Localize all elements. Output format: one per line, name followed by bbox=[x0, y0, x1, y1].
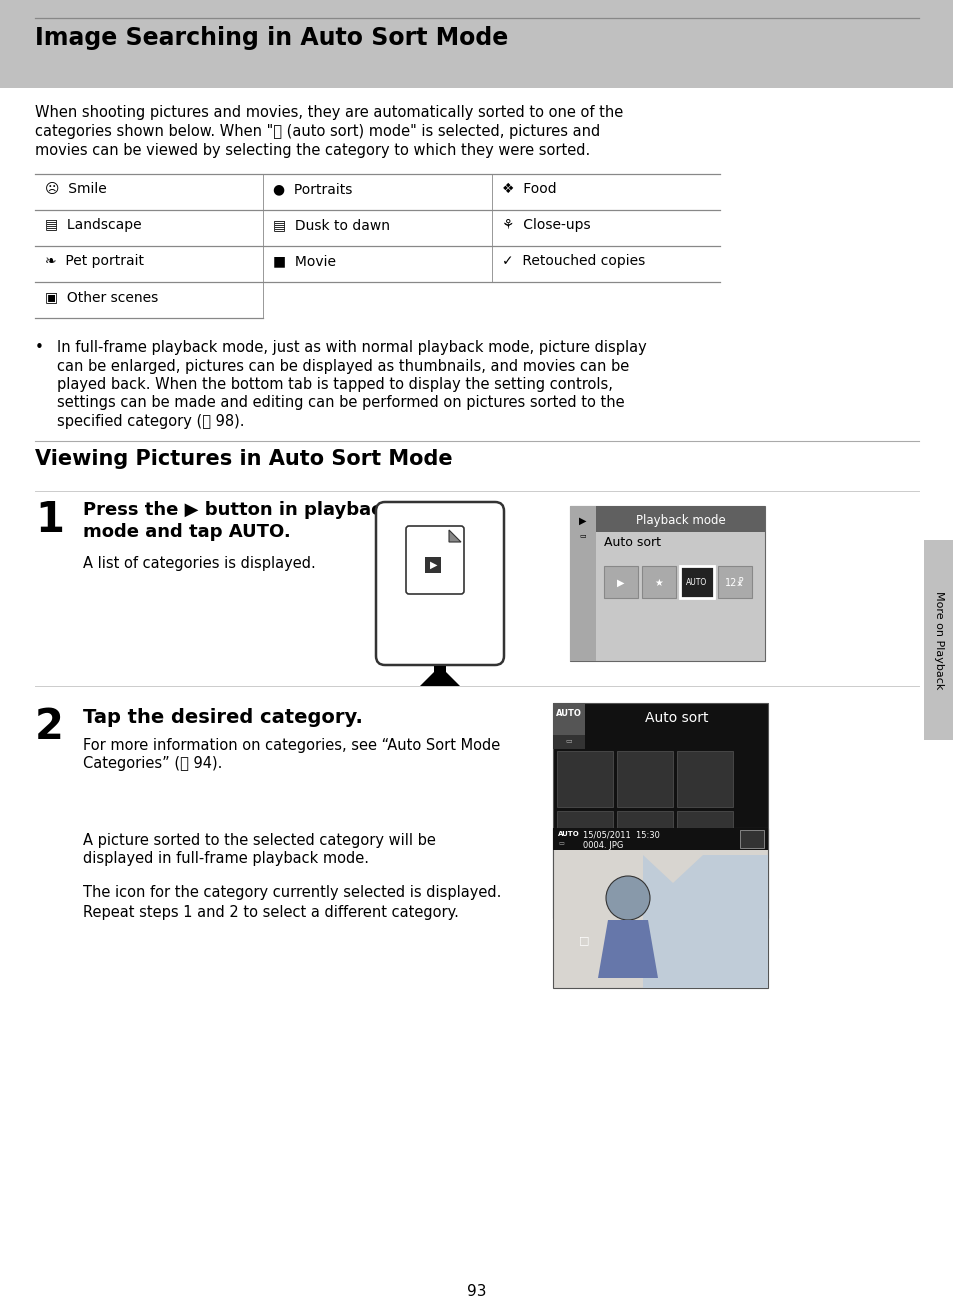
Text: 2: 2 bbox=[35, 706, 64, 748]
Bar bbox=[569, 506, 764, 661]
Text: displayed in full-frame playback mode.: displayed in full-frame playback mode. bbox=[83, 851, 369, 866]
Text: ★: ★ bbox=[747, 966, 759, 979]
Text: movies can be viewed by selecting the category to which they were sorted.: movies can be viewed by selecting the ca… bbox=[35, 143, 590, 158]
Text: ▶: ▶ bbox=[578, 516, 586, 526]
Text: ▭: ▭ bbox=[558, 841, 563, 846]
Text: specified category (⧅ 98).: specified category (⧅ 98). bbox=[57, 414, 244, 428]
Text: •: • bbox=[35, 340, 44, 355]
Text: settings can be made and editing can be performed on pictures sorted to the: settings can be made and editing can be … bbox=[57, 396, 624, 410]
Bar bbox=[0, 0, 953, 88]
Text: A list of categories is displayed.: A list of categories is displayed. bbox=[83, 556, 315, 572]
Bar bbox=[617, 811, 672, 867]
Bar bbox=[557, 752, 613, 807]
Text: Playback mode: Playback mode bbox=[635, 514, 724, 527]
Text: Repeat steps 1 and 2 to select a different category.: Repeat steps 1 and 2 to select a differe… bbox=[83, 905, 458, 920]
Text: 1: 1 bbox=[35, 499, 64, 541]
Bar bbox=[596, 506, 764, 532]
Bar bbox=[677, 752, 732, 807]
Text: 0004. JPG: 0004. JPG bbox=[582, 841, 622, 850]
Text: ▭: ▭ bbox=[565, 737, 572, 742]
Bar bbox=[617, 871, 672, 926]
FancyBboxPatch shape bbox=[375, 502, 503, 665]
Bar bbox=[677, 871, 732, 926]
Text: ▶: ▶ bbox=[430, 560, 437, 570]
Text: played back. When the bottom tab is tapped to display the setting controls,: played back. When the bottom tab is tapp… bbox=[57, 377, 612, 392]
Text: More on Playback: More on Playback bbox=[933, 591, 943, 689]
Bar bbox=[718, 566, 751, 598]
Bar bbox=[557, 932, 763, 957]
Text: mode and tap AUTO.: mode and tap AUTO. bbox=[83, 523, 291, 541]
Text: Auto sort: Auto sort bbox=[644, 711, 707, 725]
Text: ☹  Smile: ☹ Smile bbox=[45, 183, 107, 196]
Text: ▲: ▲ bbox=[656, 964, 663, 975]
Polygon shape bbox=[598, 920, 658, 978]
Text: The icon for the category currently selected is displayed.: The icon for the category currently sele… bbox=[83, 886, 501, 900]
Bar bbox=[553, 828, 767, 850]
Bar bbox=[641, 566, 676, 598]
Text: ▣  Other scenes: ▣ Other scenes bbox=[45, 290, 158, 304]
Text: 12☧: 12☧ bbox=[724, 578, 744, 587]
Text: 15/05/2011  15:30: 15/05/2011 15:30 bbox=[582, 830, 659, 840]
Text: ▶: ▶ bbox=[617, 578, 624, 587]
Bar bbox=[553, 703, 767, 918]
Text: AUTO: AUTO bbox=[558, 830, 579, 837]
Text: Other scenes: Other scenes bbox=[628, 936, 711, 947]
Text: Tap the desired category.: Tap the desired category. bbox=[83, 708, 362, 727]
Bar bbox=[557, 871, 613, 926]
Bar bbox=[677, 811, 732, 867]
Text: ▤  Landscape: ▤ Landscape bbox=[45, 218, 141, 233]
Text: ✓  Retouched copies: ✓ Retouched copies bbox=[501, 254, 644, 268]
Bar bbox=[617, 752, 672, 807]
Text: When shooting pictures and movies, they are automatically sorted to one of the: When shooting pictures and movies, they … bbox=[35, 105, 622, 120]
Text: ▭: ▭ bbox=[579, 532, 586, 537]
Bar bbox=[569, 506, 596, 661]
Bar bbox=[434, 666, 446, 686]
Text: ★: ★ bbox=[654, 578, 662, 587]
Text: can be enlarged, pictures can be displayed as thumbnails, and movies can be: can be enlarged, pictures can be display… bbox=[57, 359, 629, 373]
Text: ▤  Dusk to dawn: ▤ Dusk to dawn bbox=[274, 218, 390, 233]
Bar bbox=[740, 830, 763, 848]
Text: A picture sorted to the selected category will be: A picture sorted to the selected categor… bbox=[83, 833, 436, 848]
Bar bbox=[553, 828, 767, 988]
Bar bbox=[679, 566, 713, 598]
Text: Auto sort: Auto sort bbox=[603, 536, 660, 549]
Bar bbox=[553, 703, 584, 735]
Bar bbox=[553, 735, 584, 749]
FancyBboxPatch shape bbox=[406, 526, 463, 594]
Bar bbox=[639, 961, 679, 979]
Bar bbox=[603, 566, 638, 598]
Text: ■  Movie: ■ Movie bbox=[274, 254, 336, 268]
Text: ❖  Food: ❖ Food bbox=[501, 183, 556, 196]
Text: □: □ bbox=[578, 936, 589, 945]
Text: categories shown below. When "Ⓐ (auto sort) mode" is selected, pictures and: categories shown below. When "Ⓐ (auto so… bbox=[35, 124, 599, 139]
Text: Categories” (⧅ 94).: Categories” (⧅ 94). bbox=[83, 756, 222, 771]
Text: Image Searching in Auto Sort Mode: Image Searching in Auto Sort Mode bbox=[35, 26, 508, 50]
Polygon shape bbox=[642, 855, 767, 988]
Polygon shape bbox=[449, 530, 460, 541]
Text: In full-frame playback mode, just as with normal playback mode, picture display: In full-frame playback mode, just as wit… bbox=[57, 340, 646, 355]
Text: 93: 93 bbox=[467, 1285, 486, 1300]
Text: For more information on categories, see “Auto Sort Mode: For more information on categories, see … bbox=[83, 738, 499, 753]
Text: ⚘  Close-ups: ⚘ Close-ups bbox=[501, 218, 590, 233]
Text: ●  Portraits: ● Portraits bbox=[274, 183, 353, 196]
Text: AUTO: AUTO bbox=[556, 710, 581, 717]
Bar bbox=[557, 811, 613, 867]
Text: Press the ▶ button in playback: Press the ▶ button in playback bbox=[83, 501, 394, 519]
FancyBboxPatch shape bbox=[424, 557, 440, 573]
Text: AUTO: AUTO bbox=[685, 578, 707, 587]
Bar bbox=[923, 540, 953, 740]
Text: Viewing Pictures in Auto Sort Mode: Viewing Pictures in Auto Sort Mode bbox=[35, 449, 452, 469]
Text: ❧  Pet portrait: ❧ Pet portrait bbox=[45, 254, 144, 268]
Circle shape bbox=[605, 876, 649, 920]
Polygon shape bbox=[419, 666, 459, 686]
